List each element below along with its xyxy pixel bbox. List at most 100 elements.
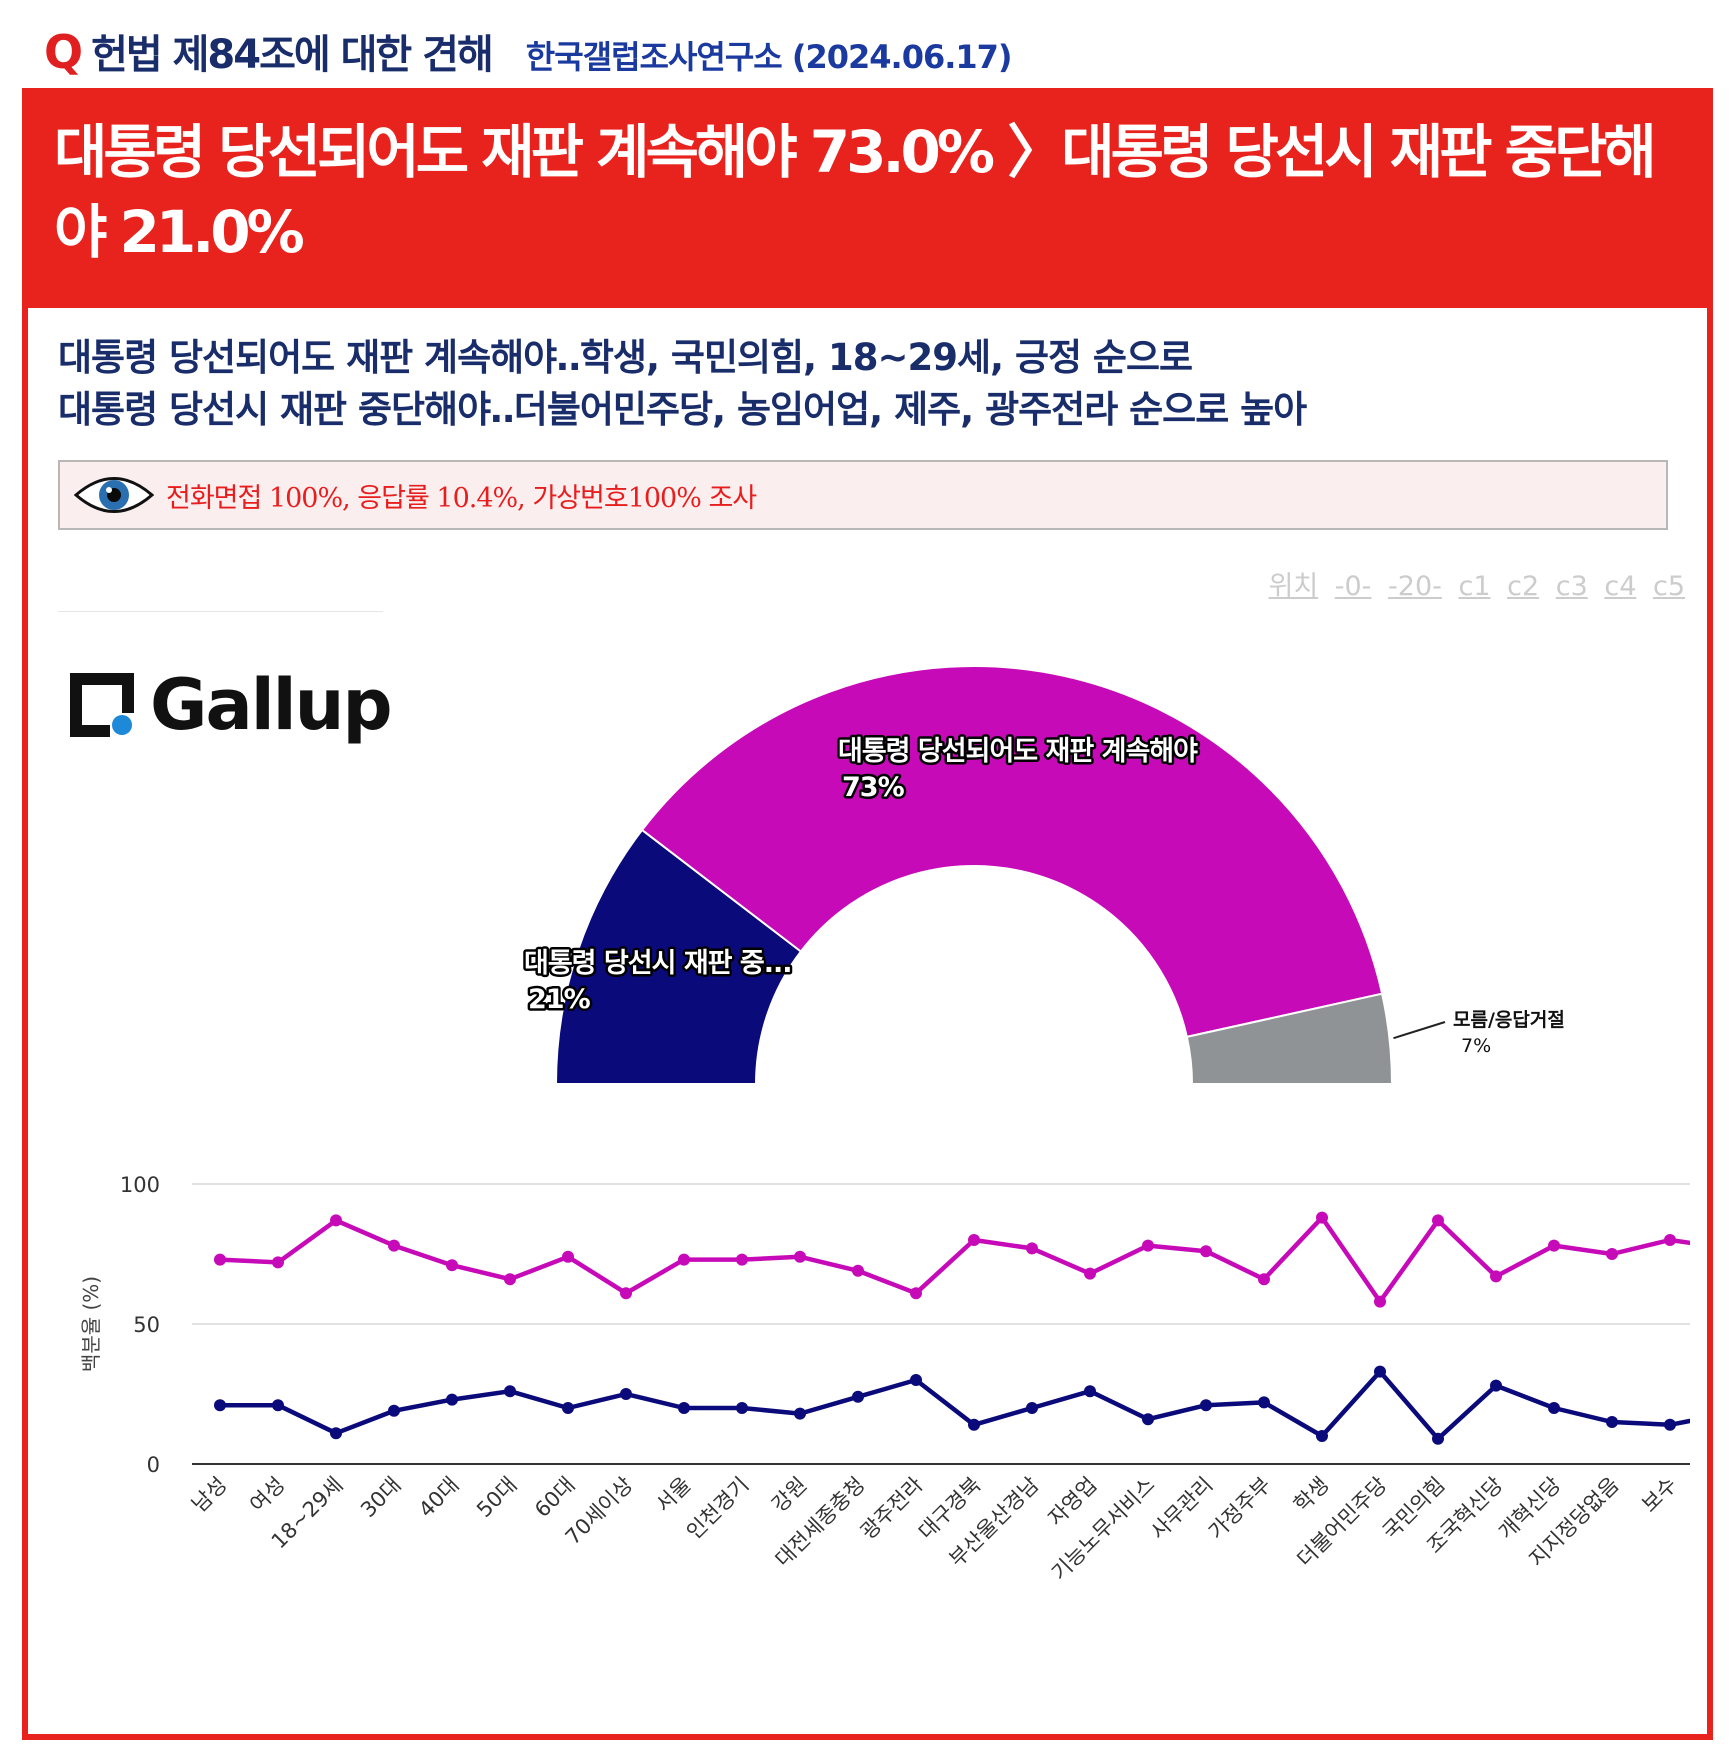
- headline-text: 대통령 당선되어도 재판 계속해야 73.0% 〉대통령 당선시 재판 중단해야…: [54, 118, 1657, 266]
- data-point: [1432, 1432, 1444, 1445]
- data-point: [272, 1399, 284, 1412]
- survey-source: 한국갤럽조사연구소 (2024.06.17): [525, 38, 1013, 76]
- slice-label: 모름/응답거절: [1453, 1009, 1565, 1031]
- x-tick-label: 기능노무서비스: [1047, 1473, 1160, 1586]
- x-tick-label: 학생: [1289, 1473, 1333, 1517]
- position-link-c2[interactable]: c2: [1507, 571, 1540, 602]
- eye-icon: [74, 477, 154, 513]
- data-point: [968, 1234, 980, 1246]
- data-point: [1200, 1399, 1212, 1412]
- slice-value-label: 73%: [842, 772, 905, 803]
- question-title: 헌법 제84조에 대한 견해: [91, 32, 494, 78]
- methodology-note: 전화면접 100%, 응답률 10.4%, 가상번호100% 조사: [58, 460, 1668, 530]
- data-point: [1664, 1234, 1676, 1246]
- position-link-c1[interactable]: c1: [1458, 571, 1491, 602]
- data-point: [330, 1427, 342, 1440]
- data-point: [1026, 1242, 1038, 1255]
- y-tick-label: 50: [133, 1313, 160, 1337]
- data-point: [1316, 1430, 1328, 1442]
- x-tick-label: 40대: [414, 1473, 464, 1523]
- slice-value-label: 7%: [1461, 1035, 1491, 1057]
- x-tick-label: 가정주부: [1204, 1473, 1276, 1545]
- position-link-c3[interactable]: c3: [1555, 571, 1588, 602]
- data-point: [272, 1256, 284, 1269]
- x-tick-label: 서울: [651, 1473, 695, 1517]
- gallup-logo: Gallup: [70, 664, 393, 746]
- data-point: [1432, 1214, 1444, 1227]
- series-line: [219, 1215, 1690, 1304]
- data-point: [852, 1264, 864, 1277]
- data-point: [1548, 1402, 1560, 1414]
- y-tick-label: 100: [120, 1173, 160, 1197]
- data-point: [1374, 1365, 1386, 1378]
- divider-line: [58, 611, 383, 612]
- data-point: [446, 1393, 458, 1406]
- data-point: [1142, 1413, 1154, 1426]
- data-point: [1490, 1270, 1502, 1283]
- data-point: [1606, 1248, 1618, 1260]
- position-link-0[interactable]: -0-: [1334, 571, 1372, 602]
- position-link-label[interactable]: 위치: [1268, 571, 1319, 602]
- x-tick-label: 인천경기: [682, 1473, 754, 1545]
- data-point: [1316, 1211, 1328, 1224]
- gallup-logo-mark: [70, 673, 134, 737]
- x-tick-label: 사무관리: [1146, 1473, 1218, 1545]
- data-point: [214, 1253, 226, 1266]
- data-point: [1084, 1385, 1096, 1398]
- data-point: [620, 1287, 632, 1300]
- x-tick-label: 50대: [472, 1473, 522, 1523]
- data-point: [678, 1402, 690, 1414]
- data-point: [504, 1273, 516, 1286]
- data-point: [562, 1250, 574, 1263]
- data-point: [678, 1253, 690, 1266]
- donut-slice: [641, 665, 1384, 1038]
- data-point: [852, 1390, 864, 1403]
- x-tick-label: 남성: [187, 1473, 231, 1517]
- data-point: [910, 1374, 922, 1386]
- data-point: [736, 1253, 748, 1266]
- x-tick-label: 30대: [356, 1473, 406, 1523]
- x-tick-label: 60대: [530, 1473, 580, 1523]
- data-point: [968, 1418, 980, 1431]
- position-link-c4[interactable]: c4: [1604, 571, 1637, 602]
- x-tick-label: 보수: [1637, 1473, 1681, 1517]
- question-mark-badge: Q: [44, 25, 84, 79]
- slice-label: 대통령 당선시 재판 중...: [524, 948, 792, 979]
- headline-banner: 대통령 당선되어도 재판 계속해야 73.0% 〉대통령 당선시 재판 중단해야…: [28, 94, 1707, 308]
- data-point: [910, 1287, 922, 1300]
- methodology-text: 전화면접 100%, 응답률 10.4%, 가상번호100% 조사: [166, 482, 757, 514]
- data-point: [736, 1402, 748, 1414]
- gallup-logo-text: Gallup: [150, 664, 393, 746]
- data-point: [1606, 1416, 1618, 1428]
- donut-slice: [1185, 992, 1393, 1085]
- data-point: [1548, 1239, 1560, 1252]
- data-point: [794, 1407, 806, 1420]
- data-point: [794, 1250, 806, 1263]
- data-point: [1258, 1273, 1270, 1286]
- donut-slice: [555, 828, 802, 1085]
- data-point: [620, 1388, 632, 1400]
- subheading-stop: 대통령 당선시 재판 중단해야‥더불어민주당, 농임어업, 제주, 광주전라 순…: [58, 388, 1307, 431]
- data-point: [1142, 1239, 1154, 1252]
- data-point: [504, 1385, 516, 1398]
- data-point: [1026, 1402, 1038, 1414]
- slice-label: 대통령 당선되어도 재판 계속해야: [838, 736, 1198, 767]
- x-tick-label: 광주전라: [856, 1473, 928, 1545]
- content-frame: 대통령 당선되어도 재판 계속해야 73.0% 〉대통령 당선시 재판 중단해야…: [22, 88, 1713, 1740]
- data-point: [562, 1402, 574, 1414]
- data-point: [446, 1259, 458, 1272]
- subheading-continue: 대통령 당선되어도 재판 계속해야‥학생, 국민의힘, 18~29세, 긍정 순…: [58, 336, 1193, 379]
- data-point: [1664, 1418, 1676, 1431]
- data-point: [388, 1239, 400, 1252]
- slice-value-label: 21%: [528, 984, 591, 1015]
- data-point: [214, 1399, 226, 1412]
- data-point: [1200, 1245, 1212, 1258]
- data-point: [1490, 1379, 1502, 1392]
- data-point: [330, 1214, 342, 1227]
- position-link-c5[interactable]: c5: [1652, 571, 1685, 602]
- position-link-20[interactable]: -20-: [1388, 571, 1442, 602]
- x-tick-label: 여성: [245, 1473, 289, 1517]
- data-point: [1258, 1396, 1270, 1409]
